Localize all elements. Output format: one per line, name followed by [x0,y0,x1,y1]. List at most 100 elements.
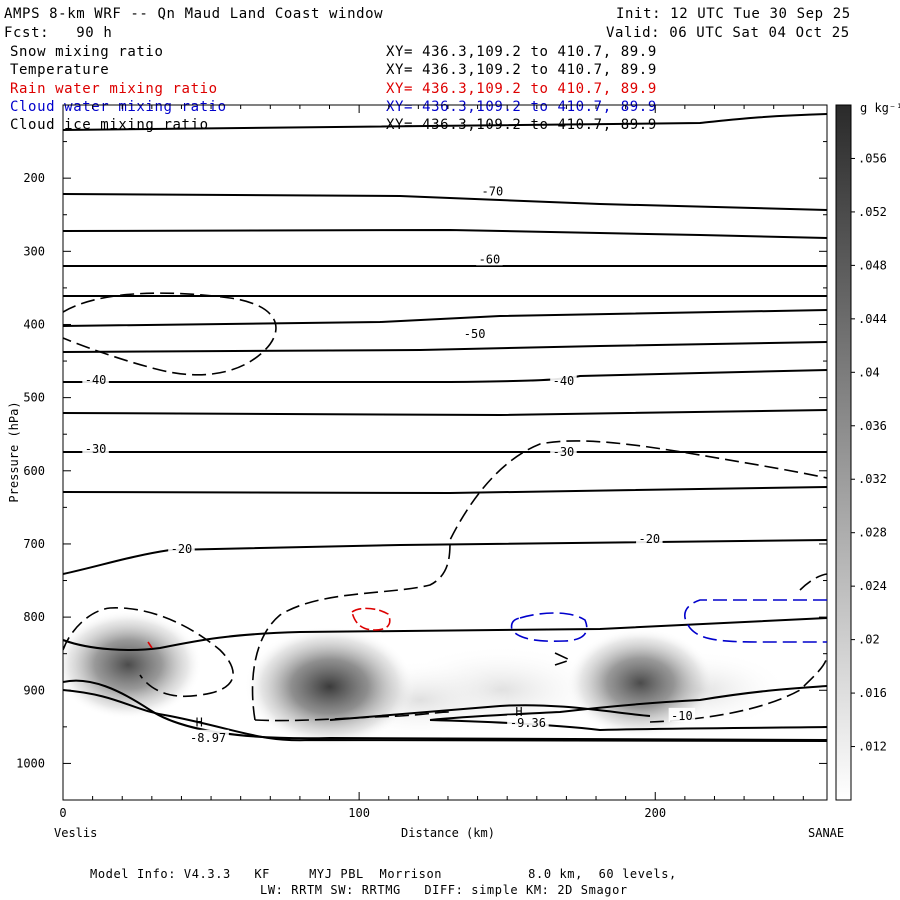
cloud-ice-contour [554,652,573,666]
colorbar-label: .024 [858,579,887,593]
temperature-label: -20 [638,532,660,546]
rain-water-contours [147,607,391,649]
field-name-temperature: Temperature [10,62,110,78]
field-xy-temperature: XY= 436.3,109.2 to 410.7, 89.9 [386,62,657,78]
cloud-water-contour [684,599,827,643]
temperature-label: -60 [479,252,501,266]
isotherm-line [63,193,827,211]
temperature-label: -50 [464,327,486,341]
cloud-ice-contour [254,711,451,722]
isotherm-line [63,369,827,383]
isotherm-line [63,617,827,651]
footer-model-info: Model Info: V4.3.3 KF MYJ PBL Morrison 8… [90,867,677,881]
valid-time: Valid: 06 UTC Sat 04 Oct 25 [606,25,850,41]
field-xy-snow: XY= 436.3,109.2 to 410.7, 89.9 [386,44,657,60]
temperature-label-bg [550,372,577,387]
colorbar-label: .04 [858,365,880,379]
colorbar-label: .056 [858,151,887,165]
field-xy-rain: XY= 436.3,109.2 to 410.7, 89.9 [386,81,657,97]
colorbar [835,104,852,801]
temperature-label-bg [668,707,696,722]
y-tick-label: 200 [23,171,45,185]
cloud-water-contour [510,612,588,643]
isotherm-line [63,679,827,741]
x-axis-title: Distance (km) [401,826,495,840]
isotherm-line [63,409,827,417]
y-tick-label: 700 [23,537,45,551]
right-endpoint-label: SANAE [808,826,844,840]
colorbar-label: .028 [858,526,887,540]
field-name-snow: Snow mixing ratio [10,44,164,60]
y-tick-label: 1000 [16,756,45,770]
temperature-label: -20 [171,542,193,556]
cloud-ice-contour [251,440,827,721]
x-tick-label: 200 [644,806,666,820]
isotherm-line [63,341,827,353]
rain-water-contour [147,641,153,649]
temperature-label-bg [82,440,109,455]
y-axis-title: Pressure (hPa) [7,401,21,502]
field-xy-cloud-water: XY= 436.3,109.2 to 410.7, 89.9 [386,99,657,115]
isotherm-line [429,685,827,721]
cloud-ice-contours [63,292,827,723]
cloud-ice-contour [799,573,827,591]
temperature-label: -70 [482,184,504,198]
footer-physics-info: LW: RRTM SW: RRTMG DIFF: simple KM: 2D S… [260,883,628,897]
colorbar-label: .044 [858,312,887,326]
model-title: AMPS 8-km WRF -- Qn Maud Land Coast wind… [4,6,384,22]
colorbar-label: .048 [858,258,887,272]
isotherm-line [63,689,827,742]
y-tick-label: 600 [23,464,45,478]
cloud-ice-contour [63,607,234,698]
high-marker: H [515,705,522,719]
isotherm-line [63,113,827,131]
temperature-label: -10 [671,709,693,723]
temperature-label-bg [461,325,488,340]
field-name-rain: Rain water mixing ratio [10,81,218,97]
y-tick-label: 900 [23,683,45,697]
left-endpoint-label: Veslis [54,826,97,840]
colorbar-label: .036 [858,419,887,433]
cloud-ice-contour [63,292,277,376]
temperature-label: -40 [553,374,575,388]
temperature-label-bg [636,530,663,545]
temperature-label: -8.97 [190,731,226,745]
temperature-label-bg [507,715,549,730]
snow-maximum [244,626,415,747]
temperature-label-bg [168,541,195,556]
colorbar-label: .052 [858,205,887,219]
forecast-hour: Fcst: 90 h [4,25,113,41]
x-tick-label: 0 [59,806,66,820]
temperature-label-bg [479,183,506,198]
temperature-label: -30 [85,442,107,456]
temperature-label: -9.36 [510,716,546,730]
temperature-label-bg [550,443,577,458]
colorbar-label: .012 [858,740,887,754]
field-name-cloud-water: Cloud water mixing ratio [10,99,227,115]
colorbar-label: .02 [858,633,880,647]
colorbar-label: .016 [858,686,887,700]
y-tick-label: 800 [23,610,45,624]
isotherm-line [63,228,827,239]
y-tick-label: 500 [23,391,45,405]
isotherm-line [429,719,827,732]
snow-maximum [63,610,203,720]
temperature-label: -40 [85,373,107,387]
temperature-label-bg [187,729,229,744]
y-tick-label: 300 [23,244,45,258]
isotherm-line [63,309,827,327]
cloud-ice-contour [649,654,827,723]
colorbar-unit: g kg⁻¹ [860,101,900,115]
temperature-label-bg [82,372,109,387]
x-tick-label: 100 [348,806,370,820]
cloud-water-contours [510,599,827,643]
colorbar-label: .032 [858,472,887,486]
temperature-contours [63,113,827,742]
isotherm-line [63,486,827,495]
high-marker: H [196,715,203,729]
temperature-label: -30 [553,445,575,459]
init-time: Init: 12 UTC Tue 30 Sep 25 [616,6,851,22]
y-tick-label: 400 [23,317,45,331]
rain-water-contour [351,607,391,631]
